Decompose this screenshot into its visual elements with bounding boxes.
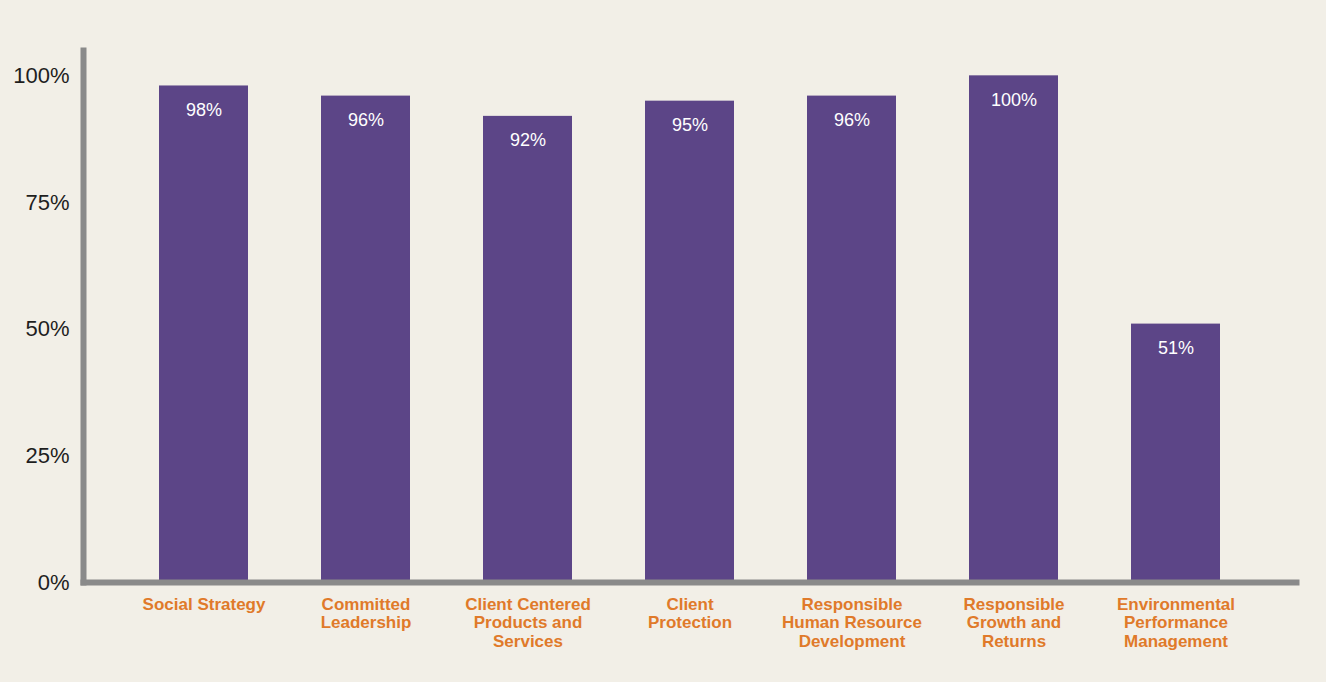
svg-text:ResponsibleHuman ResourceDevel: ResponsibleHuman ResourceDevelopment	[782, 595, 922, 651]
svg-text:EnvironmentalPerformanceManage: EnvironmentalPerformanceManagement	[1117, 595, 1235, 651]
svg-text:ResponsibleGrowth andReturns: ResponsibleGrowth andReturns	[963, 595, 1064, 651]
svg-text:Client CenteredProducts andSer: Client CenteredProducts andServices	[465, 595, 591, 651]
svg-text:50%: 50%	[25, 316, 69, 341]
svg-text:92%: 92%	[510, 130, 546, 150]
svg-text:51%: 51%	[1158, 338, 1194, 358]
svg-text:96%: 96%	[834, 110, 870, 130]
svg-text:CommittedLeadership: CommittedLeadership	[321, 595, 412, 633]
svg-text:75%: 75%	[25, 190, 69, 215]
svg-text:25%: 25%	[25, 443, 69, 468]
svg-text:98%: 98%	[186, 100, 222, 120]
svg-text:Social Strategy: Social Strategy	[143, 595, 266, 614]
svg-text:0%: 0%	[38, 570, 70, 595]
svg-text:ClientProtection: ClientProtection	[648, 595, 732, 633]
svg-text:100%: 100%	[13, 63, 69, 88]
svg-text:95%: 95%	[672, 115, 708, 135]
svg-text:96%: 96%	[348, 110, 384, 130]
svg-text:100%: 100%	[991, 90, 1037, 110]
